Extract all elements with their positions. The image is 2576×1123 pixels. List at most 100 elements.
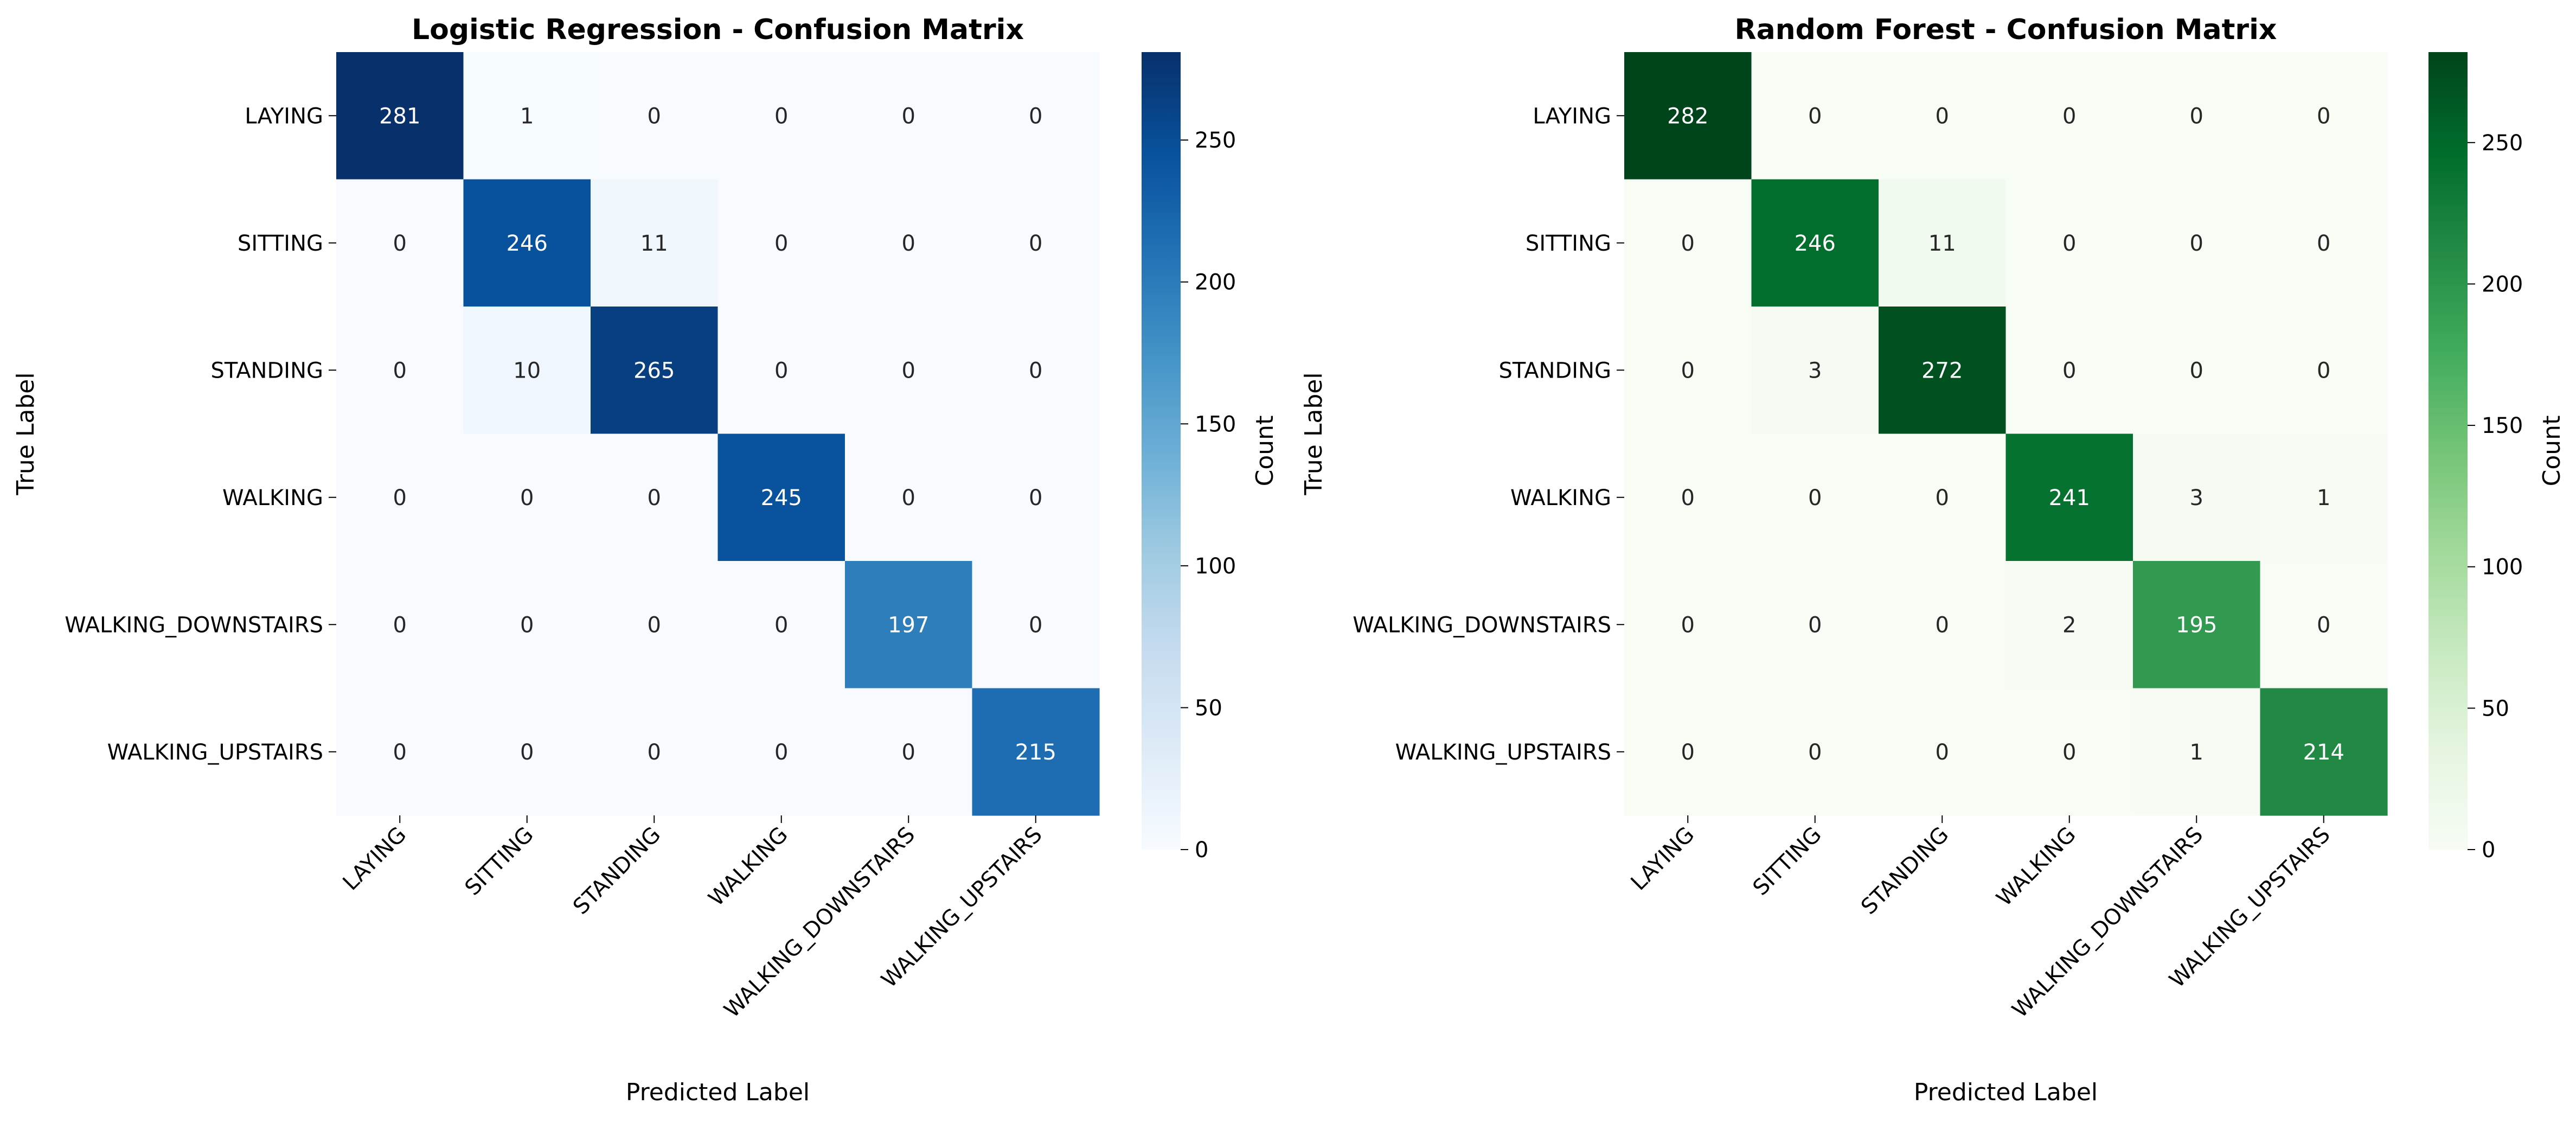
heatmap-cell: [463, 52, 591, 180]
colorbar-tick-label: 150: [2482, 413, 2523, 438]
cell-value-label: 0: [2317, 104, 2330, 129]
heatmap-cell: [2133, 688, 2261, 816]
cell-value-label: 0: [1808, 104, 1822, 129]
heatmap-cell: [336, 561, 464, 689]
chart-title: Logistic Regression - Confusion Matrix: [412, 14, 1024, 46]
cell-value-label: 0: [648, 612, 661, 637]
x-axis-label: Predicted Label: [1914, 1079, 2098, 1106]
cell-value-label: 0: [1808, 486, 1822, 511]
cell-value-label: 241: [2049, 486, 2090, 511]
x-tick-label-walking: WALKING: [1992, 822, 2081, 911]
heatmap-cell: [2260, 561, 2388, 689]
heatmap-cell: [717, 433, 845, 562]
cell-value-label: 0: [1808, 612, 1822, 637]
heatmap-cell: [591, 561, 719, 689]
cell-value-label: 2: [2062, 612, 2076, 637]
cell-value-label: 0: [774, 740, 788, 765]
cell-value-label: 0: [1808, 740, 1822, 765]
colorbar-label: Count: [2538, 416, 2566, 487]
cell-value-label: 0: [1681, 486, 1695, 511]
heatmap-cell: [463, 688, 591, 816]
heatmap-cell: [2133, 179, 2261, 307]
cell-value-label: 0: [774, 104, 788, 129]
x-tick-label-standing: STANDING: [1856, 822, 1953, 920]
cell-value-label: 265: [633, 358, 675, 383]
heatmap-cell: [591, 179, 719, 307]
heatmap-cell: [717, 307, 845, 435]
colorbar-tick-label: 50: [2482, 696, 2509, 721]
cell-value-label: 0: [902, 231, 915, 256]
cell-value-label: 0: [2317, 231, 2330, 256]
colorbar-tick-label: 0: [1195, 838, 1208, 863]
cell-value-label: 0: [774, 612, 788, 637]
heatmap-cell: [336, 52, 464, 180]
heatmap-cell: [1624, 433, 1752, 562]
colorbar-tick-label: 200: [2482, 272, 2523, 297]
cell-value-label: 11: [1928, 231, 1956, 256]
cell-value-label: 195: [2176, 612, 2217, 637]
cell-value-label: 10: [513, 358, 541, 383]
heatmap-cell: [463, 433, 591, 562]
cell-value-label: 0: [1029, 486, 1042, 511]
heatmap-cell: [1624, 52, 1752, 180]
heatmap-cell: [972, 433, 1100, 562]
x-tick-label-laying: LAYING: [1626, 822, 1700, 896]
heatmap-cell: [2133, 433, 2261, 562]
heatmap-cell: [2005, 561, 2133, 689]
heatmap-cell: [717, 52, 845, 180]
colorbar-tick-label: 150: [1195, 412, 1236, 437]
heatmap-cell: [336, 688, 464, 816]
cell-value-label: 0: [648, 486, 661, 511]
heatmap-cell: [1879, 307, 2007, 435]
y-tick-label-walking-downstairs: WALKING_DOWNSTAIRS: [65, 612, 323, 637]
cell-value-label: 0: [2317, 612, 2330, 637]
cell-value-label: 0: [2317, 358, 2330, 383]
cell-value-label: 1: [2317, 486, 2330, 511]
cell-value-label: 1: [520, 104, 534, 129]
heatmap-cell: [463, 179, 591, 307]
colorbar: [1142, 52, 1181, 850]
heatmap-cell: [1751, 52, 1879, 180]
heatmap-cell: [972, 307, 1100, 435]
cell-value-label: 0: [2062, 358, 2076, 383]
heatmap-cell: [1624, 179, 1752, 307]
cell-value-label: 215: [1015, 740, 1056, 765]
cell-value-label: 0: [1936, 740, 1949, 765]
cell-value-label: 214: [2303, 740, 2344, 765]
cell-value-label: 0: [774, 358, 788, 383]
y-tick-label-laying: LAYING: [245, 104, 323, 129]
y-tick-label-sitting: SITTING: [1526, 231, 1611, 256]
heatmap-cell: [972, 179, 1100, 307]
heatmap-cell: [2260, 433, 2388, 562]
colorbar-tick-label: 250: [2482, 131, 2523, 156]
heatmap-cell: [2005, 307, 2133, 435]
heatmap-cell: [717, 179, 845, 307]
heatmap-cell: [2005, 179, 2133, 307]
heatmap-cell: [591, 307, 719, 435]
cell-value-label: 0: [1681, 358, 1695, 383]
y-tick-label-walking-downstairs: WALKING_DOWNSTAIRS: [1353, 612, 1611, 637]
y-axis-label: True Label: [1300, 372, 1328, 495]
heatmap-cell: [1879, 433, 2007, 562]
heatmap-cell: [1624, 307, 1752, 435]
heatmap-cell: [1751, 688, 1879, 816]
cell-value-label: 0: [1029, 104, 1042, 129]
colorbar-tick-label: 100: [1195, 554, 1236, 579]
cell-value-label: 0: [774, 231, 788, 256]
cell-value-label: 0: [393, 740, 407, 765]
random-forest-panel: Random Forest - Confusion Matrix 282 0 0 0 0 0…: [1300, 14, 2566, 1106]
cell-value-label: 0: [1936, 612, 1949, 637]
y-tick-label-walking-upstairs: WALKING_UPSTAIRS: [107, 740, 323, 765]
cell-value-label: 0: [1936, 486, 1949, 511]
heatmap-cell: [463, 561, 591, 689]
cell-value-label: 0: [902, 104, 915, 129]
cell-value-label: 245: [761, 486, 802, 511]
colorbar-tick-label: 200: [1195, 270, 1236, 295]
cell-value-label: 0: [2190, 104, 2203, 129]
cell-value-label: 0: [1029, 358, 1042, 383]
x-tick-label-standing: STANDING: [568, 822, 665, 920]
y-tick-label-sitting: SITTING: [238, 231, 323, 256]
colorbar-tick-label: 0: [2482, 838, 2495, 863]
heatmap-cell: [2133, 561, 2261, 689]
